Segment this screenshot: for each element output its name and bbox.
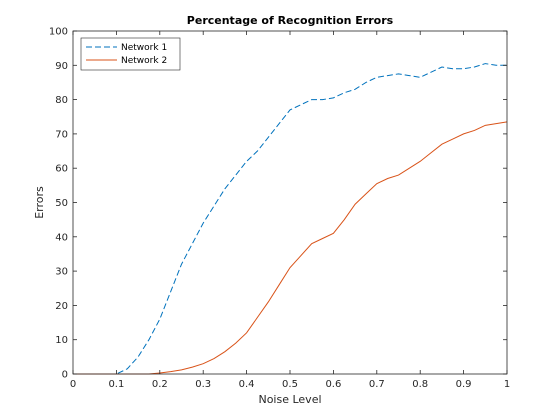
x-tick-label: 0.2	[152, 379, 168, 390]
x-tick-label: 0.5	[282, 379, 298, 390]
y-tick-label: 20	[55, 301, 68, 312]
x-tick-label: 1	[504, 379, 510, 390]
x-tick-label: 0.1	[108, 379, 124, 390]
y-axis-label: Errors	[33, 186, 46, 219]
y-tick-label: 40	[55, 232, 68, 243]
x-tick-label: 0.3	[195, 379, 211, 390]
legend-label-1: Network 1	[121, 43, 167, 53]
legend-label-2: Network 2	[121, 56, 167, 66]
y-tick-label: 50	[55, 198, 68, 209]
y-tick-label: 80	[55, 95, 68, 106]
y-tick-label: 10	[55, 335, 68, 346]
x-tick-label: 0	[70, 379, 76, 390]
y-tick-label: 90	[55, 61, 68, 72]
chart-title: Percentage of Recognition Errors	[187, 14, 394, 27]
y-tick-label: 60	[55, 164, 68, 175]
y-tick-label: 100	[49, 27, 68, 38]
plot-area	[73, 31, 507, 374]
y-tick-label: 0	[62, 370, 68, 381]
x-tick-label: 0.7	[369, 379, 385, 390]
series-line-1	[73, 63, 507, 375]
y-tick-label: 30	[55, 267, 68, 278]
x-axis-label: Noise Level	[258, 393, 321, 406]
x-tick-label: 0.9	[456, 379, 472, 390]
x-tick-label: 0.6	[325, 379, 341, 390]
x-tick-label: 0.4	[239, 379, 255, 390]
x-tick-label: 0.8	[412, 379, 428, 390]
legend: Network 1 Network 2	[80, 37, 181, 71]
ticks-layer: 0 0.1 0.2 0.3 0.4 0.5 0.6 0.7 0.8 0.9 101020304050…	[49, 27, 510, 391]
legend-box	[80, 37, 181, 71]
y-tick-label: 70	[55, 129, 68, 140]
